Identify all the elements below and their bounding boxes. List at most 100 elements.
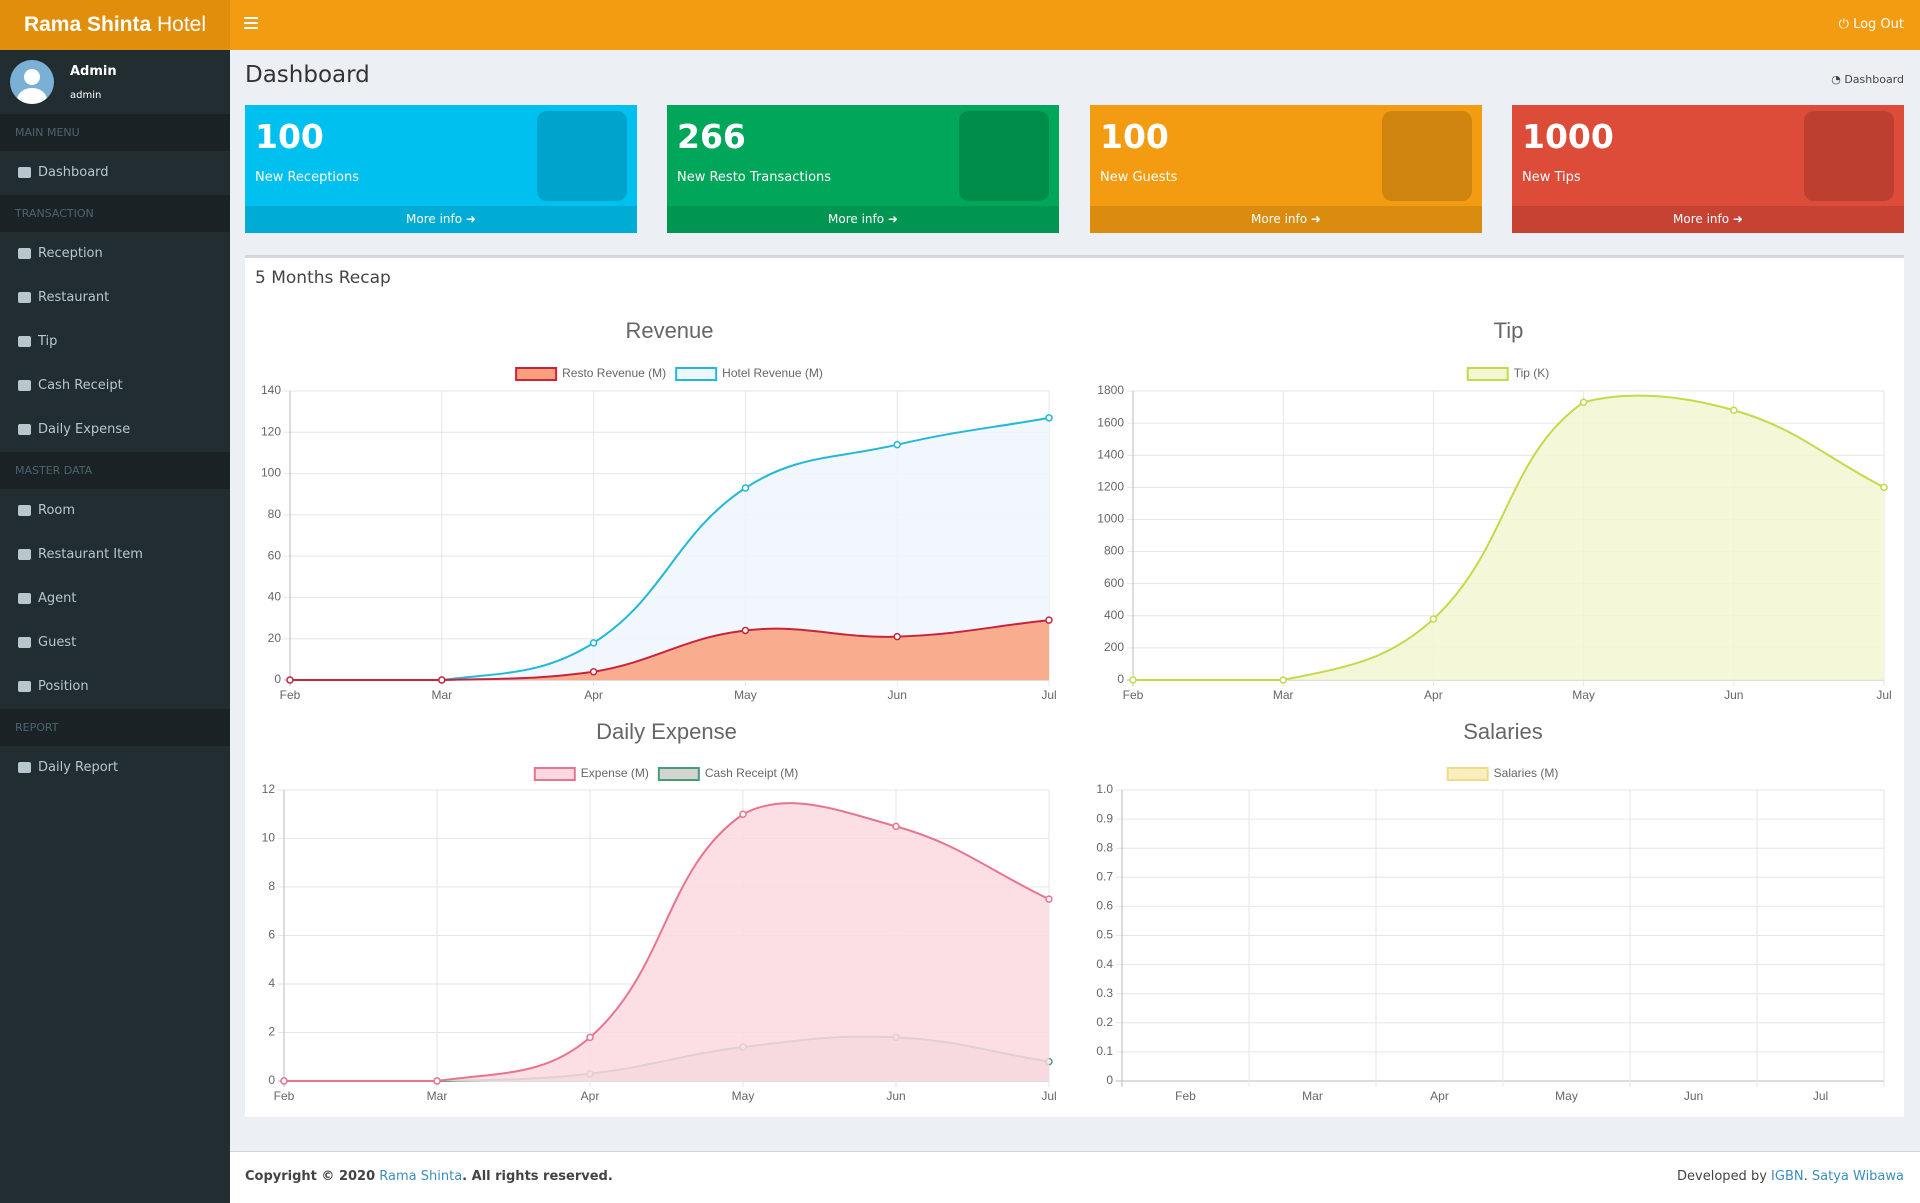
menu-label: Position — [38, 679, 89, 694]
box-value: 1000 — [1522, 117, 1614, 156]
menu-item[interactable]: Agent — [0, 577, 230, 621]
menu-item[interactable]: Tip — [0, 320, 230, 364]
info-box: 100 New Guests More info ➜ — [1090, 105, 1482, 233]
box-value: 100 — [1100, 117, 1169, 156]
menu-item[interactable]: Restaurant — [0, 276, 230, 320]
y-tick-label: 12 — [262, 782, 276, 796]
y-tick-label: 1200 — [1097, 480, 1124, 494]
point — [741, 626, 750, 635]
y-tick-label: 200 — [1104, 640, 1124, 654]
copyright: Copyright © 2020 Rama Shinta. All rights… — [245, 1169, 613, 1184]
x-tick-label: May — [1572, 688, 1595, 702]
x-tick-label: Apr — [584, 688, 603, 702]
menu-label: Daily Expense — [38, 422, 131, 437]
menu-item[interactable]: Room — [0, 489, 230, 533]
x-tick-label: Feb — [280, 688, 301, 702]
more-info[interactable]: More info ➜ — [667, 206, 1059, 233]
x-tick-label: Apr — [1424, 688, 1443, 702]
box-icon — [537, 111, 627, 201]
menu-label: Agent — [38, 591, 77, 606]
box-label: New Resto Transactions — [677, 170, 832, 185]
point — [1129, 676, 1137, 684]
owner-link[interactable]: Rama Shinta — [379, 1169, 463, 1184]
menu-item[interactable]: Reception — [0, 232, 230, 276]
dev1-link[interactable]: IGBN — [1771, 1169, 1804, 1184]
menu-icon — [18, 681, 31, 692]
logout[interactable]: ⏻ Log Out — [1838, 17, 1904, 32]
y-tick-label: 0.5 — [1096, 928, 1113, 942]
info-box: 100 New Receptions More info ➜ — [245, 105, 637, 233]
rights-text: . All rights reserved. — [462, 1169, 613, 1184]
logout-label: Log Out — [1853, 17, 1904, 32]
menu: MAIN MENU Dashboard TRANSACTION Reception Re… — [0, 114, 230, 790]
x-tick-label: Feb — [1175, 1089, 1196, 1103]
legend-label: Hotel Revenue (M) — [722, 366, 823, 380]
point — [741, 484, 750, 492]
menu-icon — [18, 637, 31, 648]
line — [1132, 394, 1885, 681]
y-tick-label: 0.7 — [1096, 869, 1113, 883]
x-tick-label: Jun — [886, 1089, 905, 1103]
y-tick-label: 600 — [1104, 576, 1124, 590]
breadcrumb[interactable]: ◔ Dashboard — [1831, 73, 1904, 86]
point — [589, 667, 598, 676]
menu-toggle[interactable] — [244, 17, 258, 32]
legend-swatch — [515, 367, 558, 381]
point — [280, 1077, 288, 1085]
developer: Developed by IGBN. Satya Wibawa — [1677, 1169, 1904, 1184]
menu-item[interactable]: Dashboard — [0, 151, 230, 195]
menu-icon — [18, 762, 31, 773]
y-tick-label: 2 — [268, 1025, 275, 1039]
box-value: 100 — [255, 117, 324, 156]
menu-item[interactable]: Cash Receipt — [0, 364, 230, 408]
recap-title: 5 Months Recap — [255, 268, 391, 288]
more-info[interactable]: More info ➜ — [1512, 206, 1904, 233]
y-tick-label: 8 — [268, 879, 275, 893]
top-bar: Rama Shinta Hotel ⏻ Log Out — [0, 0, 1920, 50]
y-tick-label: 120 — [261, 424, 281, 438]
legend-swatch — [1466, 367, 1509, 381]
y-tick-label: 20 — [268, 631, 282, 645]
menu-item[interactable]: Daily Report — [0, 746, 230, 790]
menu-icon — [18, 336, 31, 347]
y-tick-label: 0.3 — [1096, 986, 1113, 1000]
box-icon — [1382, 111, 1472, 201]
avatar — [10, 60, 54, 104]
y-tick-label: 40 — [268, 590, 282, 604]
x-tick-label: Jul — [1041, 1089, 1056, 1103]
point — [893, 632, 901, 641]
menu-label: Restaurant — [38, 290, 110, 305]
menu-icon — [18, 380, 31, 391]
area — [290, 417, 1049, 680]
point — [1045, 616, 1053, 624]
y-tick-label: 0 — [274, 672, 281, 686]
x-tick-label: May — [734, 688, 757, 702]
legend-label: Resto Revenue (M) — [562, 366, 666, 380]
menu-item[interactable]: Position — [0, 665, 230, 709]
point — [739, 810, 747, 818]
y-tick-label: 100 — [261, 466, 281, 480]
y-tick-label: 400 — [1104, 608, 1124, 622]
x-tick-label: May — [1555, 1089, 1578, 1103]
point — [433, 1077, 441, 1085]
point — [589, 639, 598, 647]
chart-title: Salaries — [1463, 719, 1542, 744]
point — [893, 440, 901, 449]
brand[interactable]: Rama Shinta Hotel — [0, 0, 230, 50]
more-info[interactable]: More info ➜ — [1090, 206, 1482, 233]
legend-swatch — [657, 767, 700, 781]
legend-swatch — [675, 367, 718, 381]
x-tick-label: Jul — [1813, 1089, 1828, 1103]
menu-label: Dashboard — [38, 165, 109, 180]
y-tick-label: 0.1 — [1096, 1044, 1113, 1058]
menu-item[interactable]: Guest — [0, 621, 230, 665]
dev2-link[interactable]: Satya Wibawa — [1811, 1169, 1904, 1184]
menu-item[interactable]: Restaurant Item — [0, 533, 230, 577]
legend-label: Salaries (M) — [1494, 766, 1559, 780]
menu-icon — [18, 424, 31, 435]
menu-item[interactable]: Daily Expense — [0, 408, 230, 452]
area — [1133, 395, 1884, 680]
menu-label: Cash Receipt — [38, 378, 123, 393]
more-info[interactable]: More info ➜ — [245, 206, 637, 233]
x-tick-label: Apr — [581, 1089, 600, 1103]
